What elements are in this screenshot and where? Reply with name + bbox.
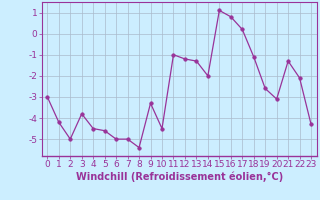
- X-axis label: Windchill (Refroidissement éolien,°C): Windchill (Refroidissement éolien,°C): [76, 172, 283, 182]
